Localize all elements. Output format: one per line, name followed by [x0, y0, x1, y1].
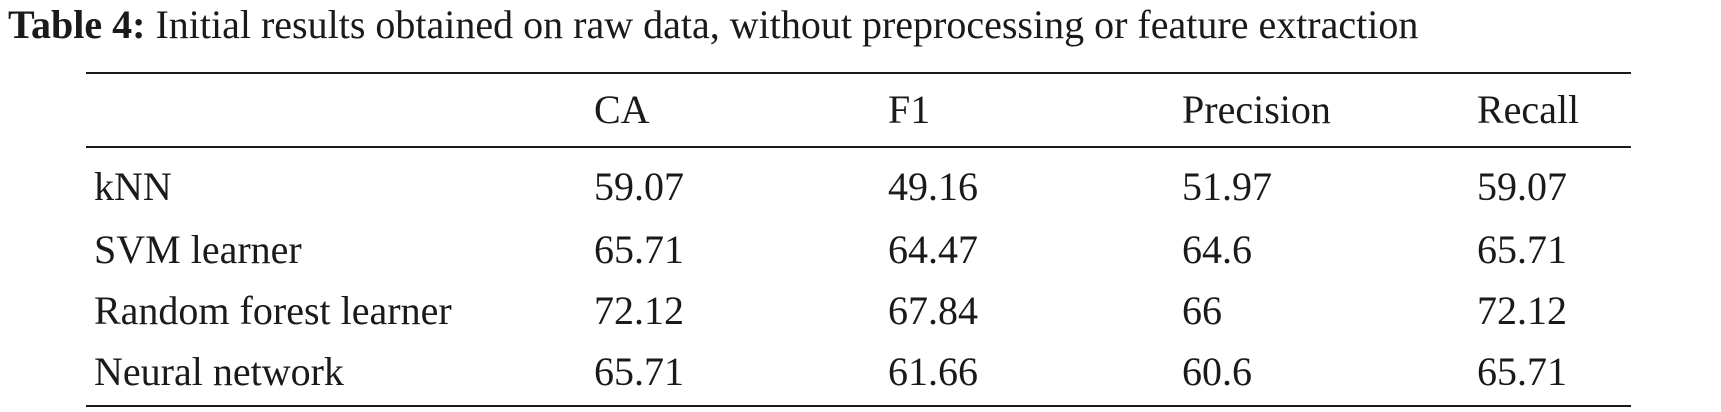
cell-ca: 65.71	[594, 227, 684, 272]
cell-f1: 49.16	[888, 164, 978, 209]
cell-ca: 59.07	[594, 164, 684, 209]
header-cell-ca: CA	[594, 87, 650, 132]
cell-precision: 66	[1182, 288, 1222, 333]
cell-recall: 65.71	[1477, 349, 1567, 394]
header-cell-precision: Precision	[1182, 87, 1331, 132]
cell-ca: 72.12	[594, 288, 684, 333]
table-top-rule	[86, 72, 1631, 74]
row-label: Neural network	[94, 349, 344, 394]
cell-f1: 61.66	[888, 349, 978, 394]
cell-recall: 59.07	[1477, 164, 1567, 209]
row-label: kNN	[94, 164, 172, 209]
cell-precision: 64.6	[1182, 227, 1252, 272]
header-cell-recall: Recall	[1477, 87, 1580, 132]
cell-f1: 67.84	[888, 288, 978, 333]
row-label: SVM learner	[94, 227, 302, 272]
table-caption-text: Initial results obtained on raw data, wi…	[155, 2, 1419, 47]
table-caption-label: Table 4:	[8, 2, 146, 47]
cell-f1: 64.47	[888, 227, 978, 272]
cell-ca: 65.71	[594, 349, 684, 394]
table-bottom-rule	[86, 405, 1631, 407]
table-header-rule	[86, 146, 1631, 148]
row-label: Random forest learner	[94, 288, 452, 333]
table-caption: Table 4: Initial results obtained on raw …	[8, 0, 1418, 50]
cell-precision: 60.6	[1182, 349, 1252, 394]
cell-recall: 72.12	[1477, 288, 1567, 333]
header-cell-f1: F1	[888, 87, 931, 132]
cell-precision: 51.97	[1182, 164, 1272, 209]
cell-recall: 65.71	[1477, 227, 1567, 272]
